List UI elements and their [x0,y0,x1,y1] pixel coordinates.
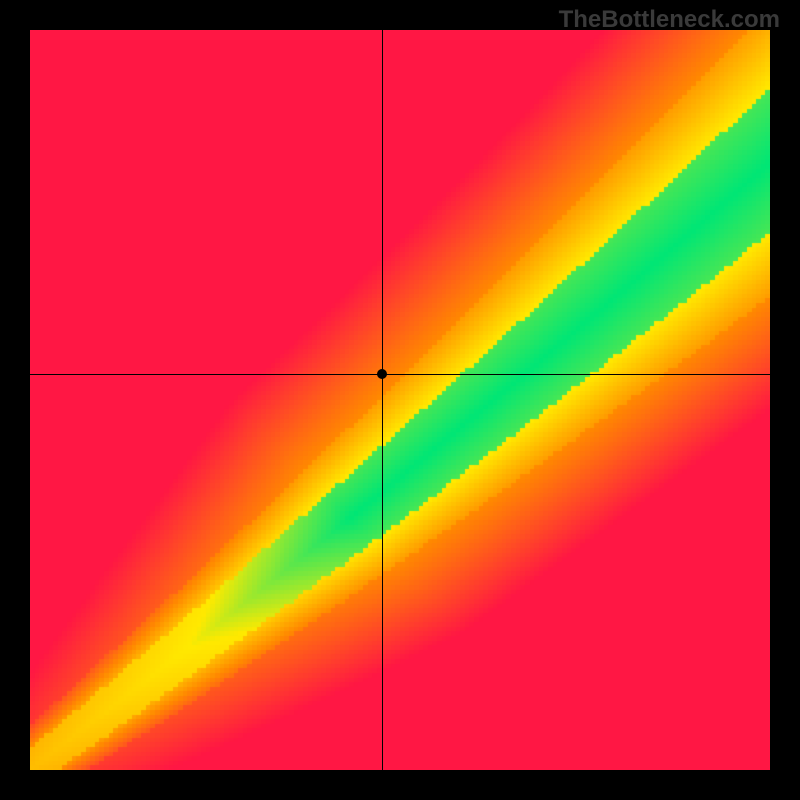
crosshair-vertical [382,30,383,770]
watermark-label: TheBottleneck.com [559,6,780,34]
crosshair-marker [377,369,387,379]
plot-area [30,30,770,770]
heatmap-canvas [30,30,770,770]
crosshair-horizontal [30,374,770,375]
chart-container: TheBottleneck.com [0,0,800,800]
